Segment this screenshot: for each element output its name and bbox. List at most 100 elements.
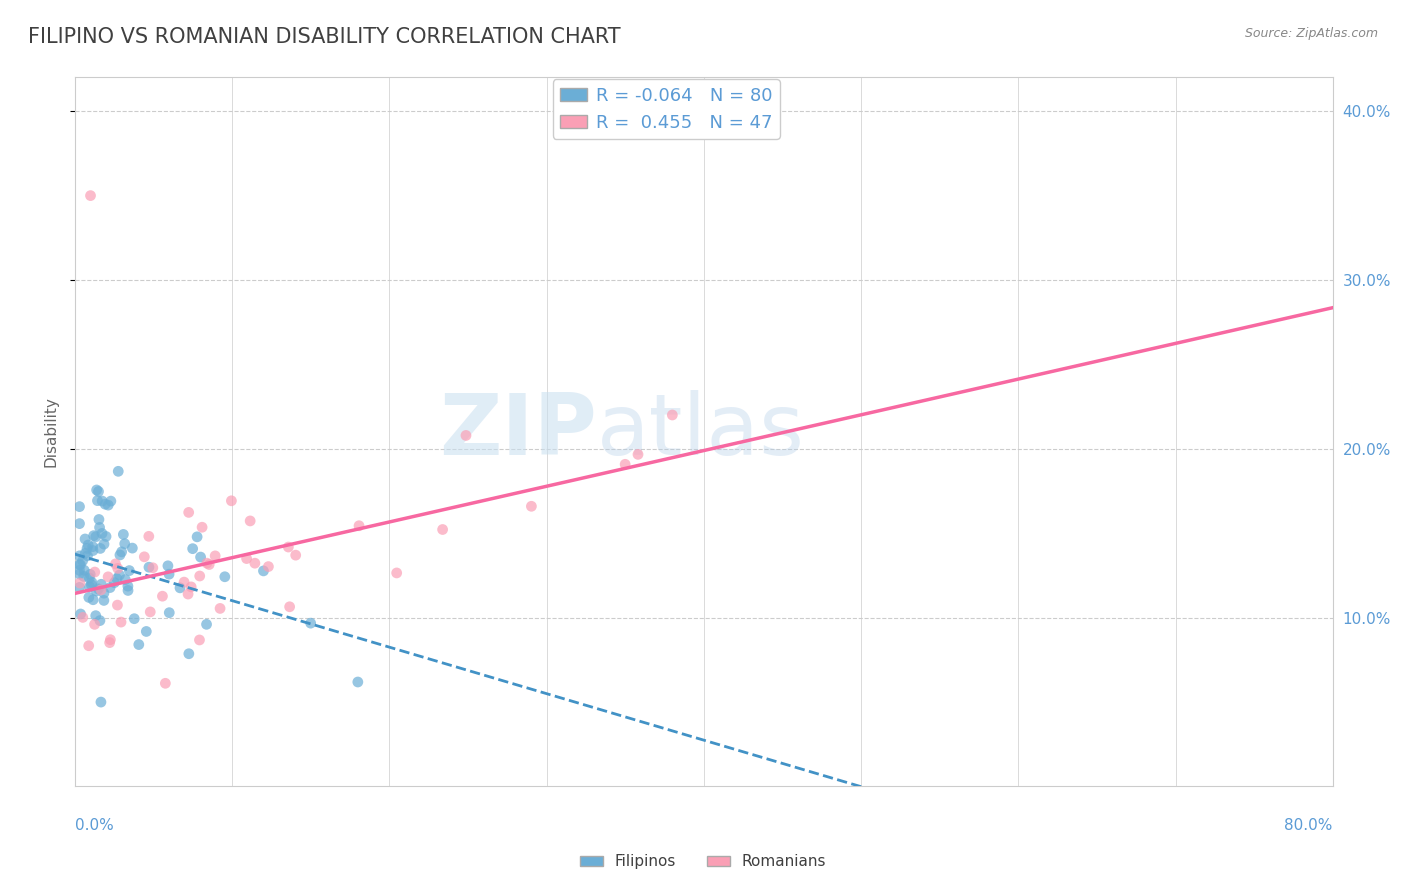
Point bbox=[117, 583, 139, 598]
Point bbox=[104, 557, 127, 571]
Point bbox=[103, 575, 125, 590]
Point bbox=[79, 580, 101, 594]
Point bbox=[86, 483, 108, 497]
Point bbox=[69, 500, 91, 514]
Text: 80.0%: 80.0% bbox=[1285, 818, 1333, 833]
Text: FILIPINO VS ROMANIAN DISABILITY CORRELATION CHART: FILIPINO VS ROMANIAN DISABILITY CORRELAT… bbox=[28, 27, 620, 46]
Text: ZIP: ZIP bbox=[439, 391, 598, 474]
Point bbox=[177, 647, 200, 661]
Point bbox=[108, 568, 131, 582]
Point bbox=[79, 571, 101, 585]
Point bbox=[69, 567, 91, 582]
Point bbox=[72, 610, 94, 624]
Point bbox=[661, 408, 683, 422]
Point bbox=[156, 558, 179, 573]
Point bbox=[138, 529, 160, 543]
Point bbox=[614, 458, 637, 472]
Point bbox=[83, 565, 105, 579]
Point bbox=[195, 617, 218, 632]
Point bbox=[69, 558, 91, 572]
Point bbox=[69, 558, 91, 572]
Point bbox=[257, 559, 280, 574]
Point bbox=[454, 428, 477, 442]
Point bbox=[243, 556, 266, 570]
Point bbox=[89, 541, 111, 556]
Point bbox=[188, 632, 211, 647]
Point bbox=[87, 512, 110, 526]
Point bbox=[155, 676, 177, 690]
Point bbox=[93, 586, 115, 600]
Text: Source: ZipAtlas.com: Source: ZipAtlas.com bbox=[1244, 27, 1378, 40]
Point bbox=[89, 520, 111, 534]
Point bbox=[110, 615, 132, 629]
Point bbox=[209, 601, 232, 615]
Point bbox=[83, 617, 105, 632]
Point bbox=[87, 484, 110, 499]
Point bbox=[77, 639, 100, 653]
Point bbox=[84, 608, 107, 623]
Point bbox=[191, 520, 214, 534]
Legend: Filipinos, Romanians: Filipinos, Romanians bbox=[574, 848, 832, 875]
Point bbox=[198, 558, 221, 572]
Point bbox=[90, 582, 112, 597]
Point bbox=[100, 494, 122, 508]
Point bbox=[204, 549, 226, 563]
Point bbox=[89, 614, 111, 628]
Point bbox=[80, 575, 103, 590]
Point bbox=[520, 500, 543, 514]
Point bbox=[188, 569, 211, 583]
Point bbox=[80, 578, 103, 592]
Point bbox=[94, 497, 117, 511]
Text: atlas: atlas bbox=[598, 391, 804, 474]
Point bbox=[221, 493, 243, 508]
Point bbox=[76, 541, 98, 556]
Point bbox=[75, 546, 97, 560]
Point bbox=[76, 549, 98, 563]
Point bbox=[124, 612, 146, 626]
Point bbox=[180, 580, 202, 594]
Point bbox=[69, 563, 91, 577]
Point bbox=[385, 566, 408, 580]
Point bbox=[142, 561, 165, 575]
Point bbox=[100, 632, 122, 647]
Point bbox=[77, 591, 100, 605]
Point bbox=[110, 545, 132, 559]
Point bbox=[75, 532, 97, 546]
Point bbox=[86, 493, 108, 508]
Point bbox=[278, 599, 301, 614]
Point bbox=[277, 540, 299, 554]
Text: 0.0%: 0.0% bbox=[75, 818, 114, 833]
Point bbox=[157, 606, 180, 620]
Point bbox=[82, 592, 104, 607]
Point bbox=[107, 561, 129, 575]
Point bbox=[114, 537, 136, 551]
Point bbox=[73, 563, 96, 577]
Point bbox=[284, 548, 307, 562]
Point bbox=[107, 464, 129, 478]
Point bbox=[627, 447, 650, 461]
Point bbox=[432, 523, 454, 537]
Point bbox=[190, 550, 212, 565]
Point bbox=[69, 516, 91, 531]
Point bbox=[94, 529, 117, 543]
Point bbox=[138, 560, 160, 574]
Point bbox=[214, 570, 236, 584]
Point bbox=[195, 556, 218, 570]
Point bbox=[134, 549, 156, 564]
Point bbox=[79, 567, 101, 582]
Point bbox=[82, 543, 104, 558]
Point bbox=[347, 518, 370, 533]
Point bbox=[177, 505, 200, 519]
Point bbox=[239, 514, 262, 528]
Point bbox=[87, 582, 110, 596]
Y-axis label: Disability: Disability bbox=[44, 397, 58, 467]
Point bbox=[118, 564, 141, 578]
Point bbox=[86, 584, 108, 599]
Point bbox=[177, 587, 200, 601]
Point bbox=[77, 538, 100, 552]
Point bbox=[128, 638, 150, 652]
Point bbox=[135, 624, 157, 639]
Point bbox=[117, 579, 139, 593]
Point bbox=[84, 530, 107, 544]
Point bbox=[98, 581, 121, 595]
